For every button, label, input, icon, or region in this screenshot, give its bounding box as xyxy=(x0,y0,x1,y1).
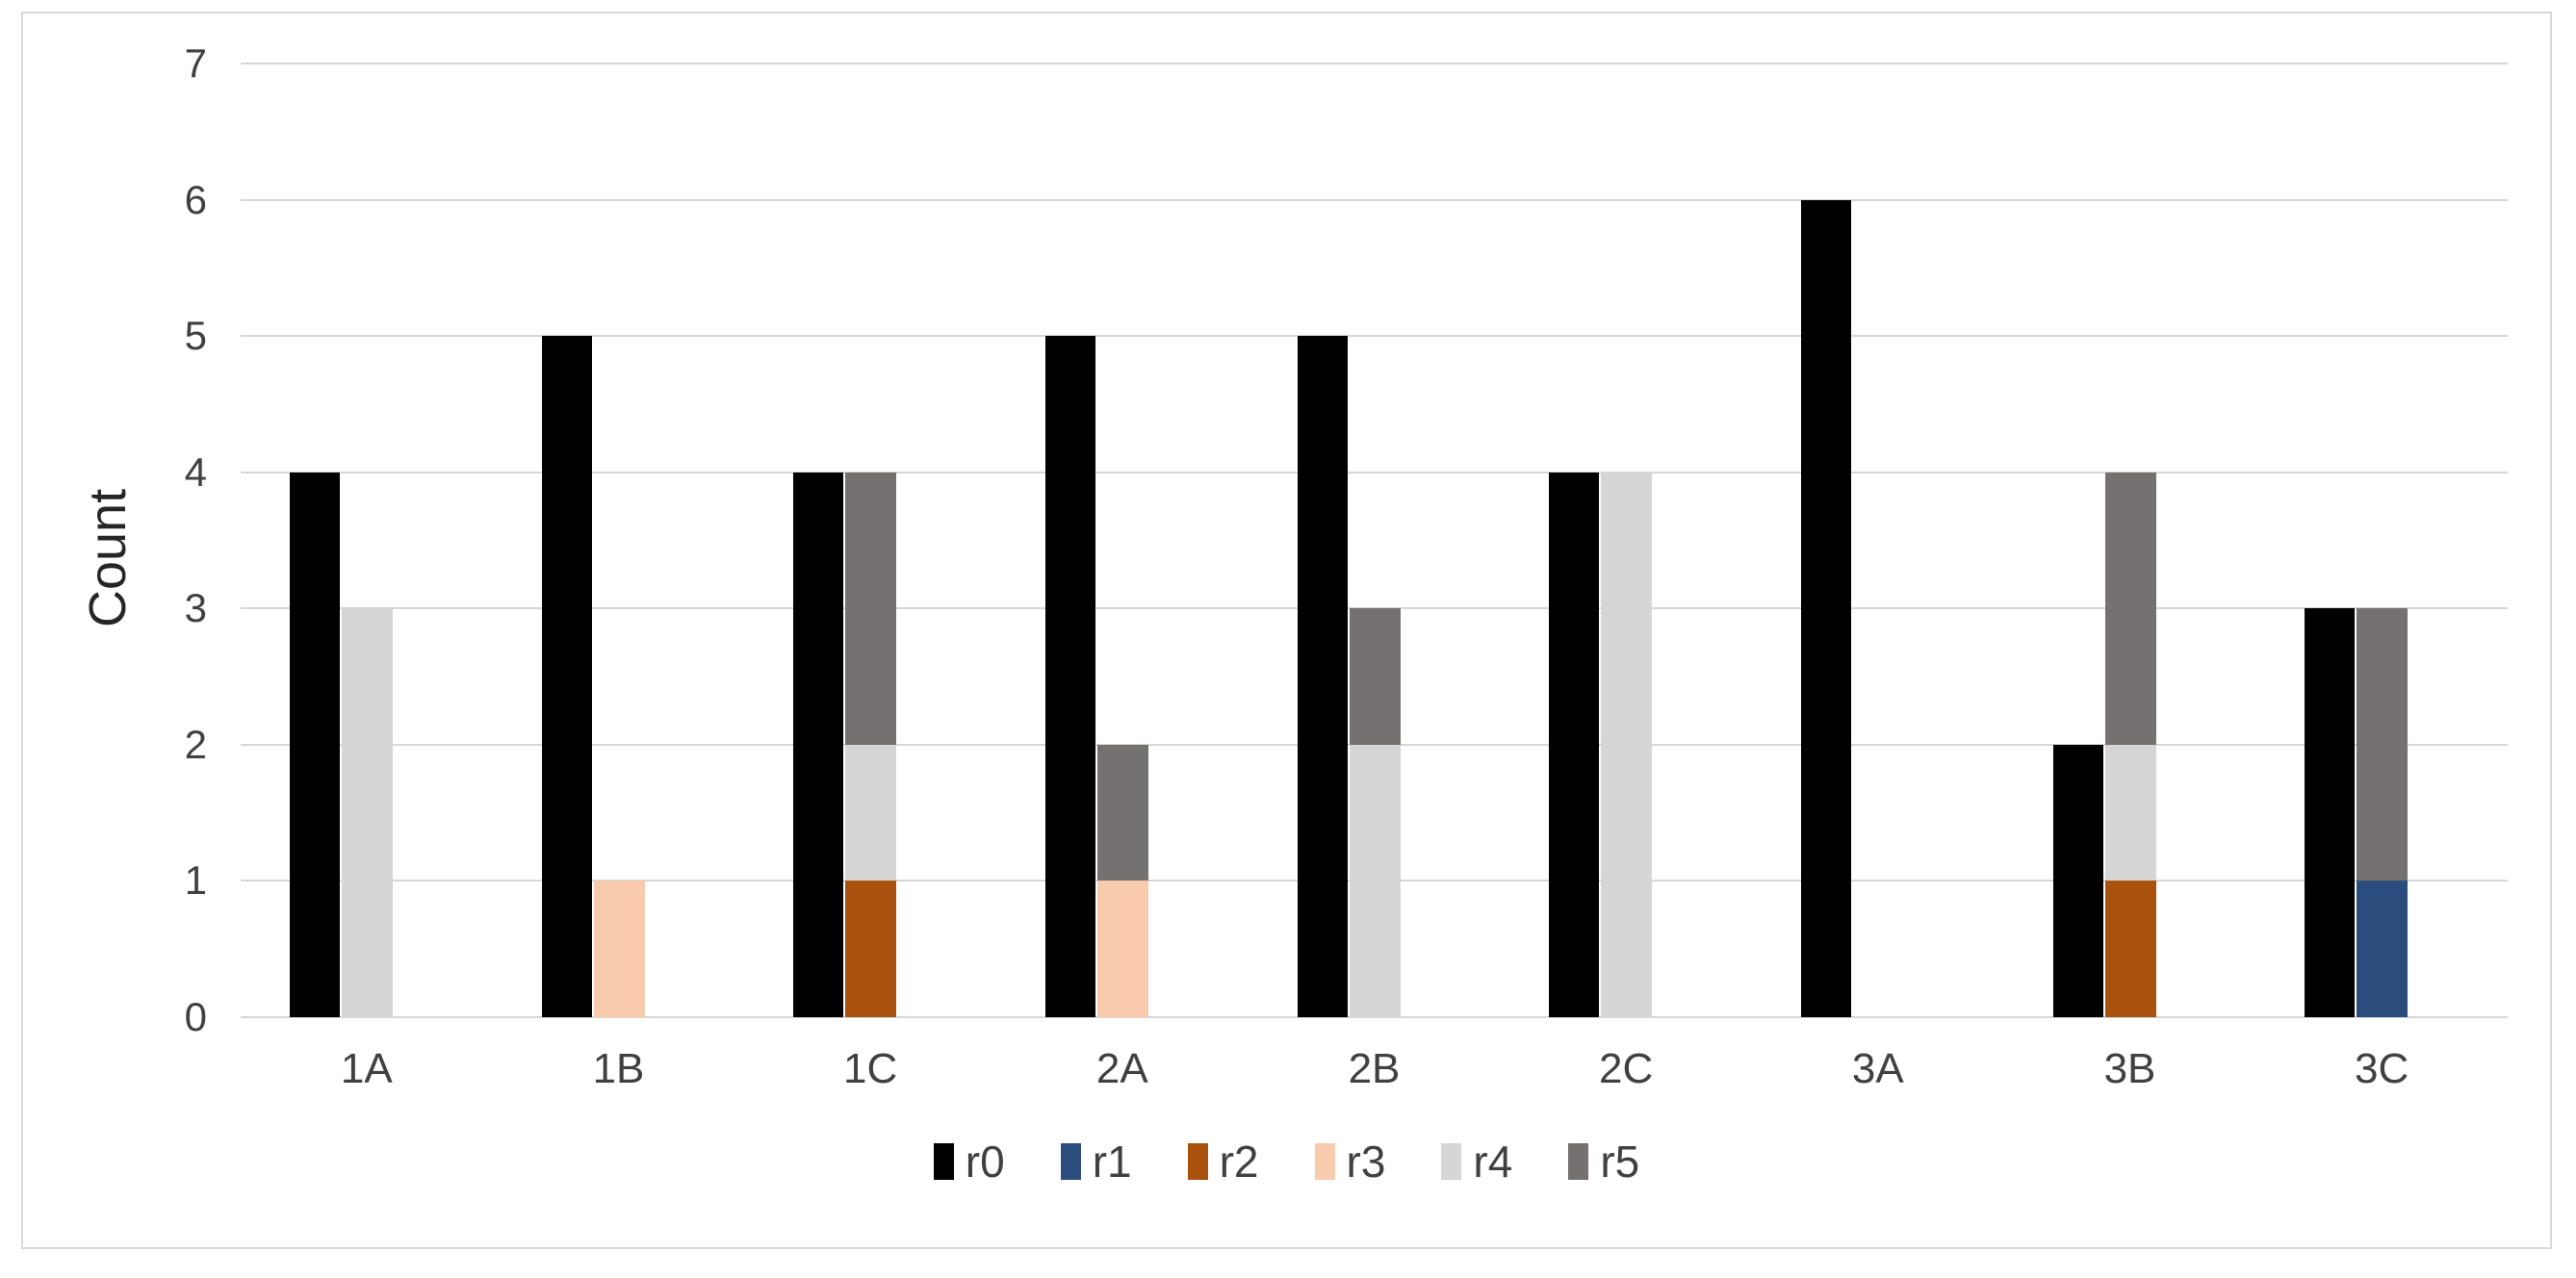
legend-item-r1: r1 xyxy=(1060,1137,1132,1187)
segment-r4-3B xyxy=(2104,744,2156,882)
segment-r5-2B xyxy=(1349,608,1401,745)
segment-r5-3C xyxy=(2357,608,2409,882)
segment-r4-1C xyxy=(845,744,897,882)
legend-item-r2: r2 xyxy=(1187,1137,1259,1187)
segment-r1-3C xyxy=(2357,881,2409,1017)
plot-area xyxy=(241,63,2508,1018)
legend-swatch-r2 xyxy=(1187,1143,1208,1180)
segment-r4-2B xyxy=(1349,744,1401,1017)
bar-r0-1A xyxy=(289,472,340,1017)
gridline-y7 xyxy=(241,63,2508,64)
segment-r5-1C xyxy=(845,472,897,745)
bar-r0-3C xyxy=(2305,608,2356,1017)
x-tick-label-3C: 3C xyxy=(2355,1045,2409,1092)
segment-r4-1A xyxy=(341,608,393,1017)
segment-r3-2A xyxy=(1096,881,1148,1017)
y-tick-label-7: 7 xyxy=(184,40,207,86)
legend-label-r4: r4 xyxy=(1473,1137,1513,1187)
segment-r4-2C xyxy=(1601,472,1653,1017)
legend: r0 r1 r2 r3 r4 r5 xyxy=(23,1139,2550,1184)
bar-r0-3A xyxy=(1800,199,1851,1017)
x-tick-label-1A: 1A xyxy=(340,1045,393,1092)
bar-r0-2B xyxy=(1297,336,1348,1017)
bar-r0-3B xyxy=(2052,744,2103,1017)
segment-r2-1C xyxy=(845,881,897,1017)
legend-label-r2: r2 xyxy=(1219,1137,1259,1187)
legend-label-r1: r1 xyxy=(1092,1137,1132,1187)
segment-r5-2A xyxy=(1096,744,1148,882)
y-tick-label-3: 3 xyxy=(184,585,207,631)
segment-r3-1B xyxy=(593,881,645,1017)
legend-item-r0: r0 xyxy=(933,1137,1005,1187)
legend-swatch-r1 xyxy=(1060,1143,1081,1180)
legend-label-r5: r5 xyxy=(1600,1137,1640,1187)
legend-swatch-r4 xyxy=(1441,1143,1462,1180)
x-tick-label-1B: 1B xyxy=(592,1045,645,1092)
gridline-y0 xyxy=(241,1016,2508,1018)
x-tick-label-2C: 2C xyxy=(1599,1045,1654,1092)
bar-r0-2A xyxy=(1044,336,1095,1017)
legend-item-r4: r4 xyxy=(1441,1139,1512,1184)
legend-item-r5: r5 xyxy=(1568,1139,1639,1184)
gridline-y5 xyxy=(241,335,2508,338)
legend-swatch-r3 xyxy=(1314,1143,1335,1180)
x-tick-label-3A: 3A xyxy=(1851,1045,1904,1092)
segment-r5-3B xyxy=(2104,472,2156,745)
gridline-y3 xyxy=(241,607,2508,610)
legend-item-r3: r3 xyxy=(1314,1137,1386,1187)
y-tick-label-6: 6 xyxy=(184,176,207,222)
y-tick-label-1: 1 xyxy=(184,857,207,904)
x-tick-label-2B: 2B xyxy=(1348,1045,1401,1092)
y-tick-label-2: 2 xyxy=(184,721,207,767)
x-tick-label-2A: 2A xyxy=(1095,1045,1148,1092)
y-tick-label-0: 0 xyxy=(184,994,207,1039)
bar-r0-1B xyxy=(541,336,592,1017)
segment-r2-3B xyxy=(2104,881,2156,1017)
legend-swatch-r0 xyxy=(933,1143,954,1180)
bar-r0-1C xyxy=(793,472,844,1017)
legend-label-r0: r0 xyxy=(965,1137,1005,1187)
legend-label-r3: r3 xyxy=(1346,1137,1386,1187)
gridline-y4 xyxy=(241,471,2508,473)
y-tick-label-5: 5 xyxy=(184,313,207,359)
x-tick-label-3B: 3B xyxy=(2103,1045,2156,1092)
gridline-y6 xyxy=(241,198,2508,201)
x-tick-label-1C: 1C xyxy=(843,1045,898,1092)
bar-r0-2C xyxy=(1549,472,1600,1017)
y-tick-label-4: 4 xyxy=(184,448,207,495)
legend-swatch-r5 xyxy=(1568,1143,1589,1180)
